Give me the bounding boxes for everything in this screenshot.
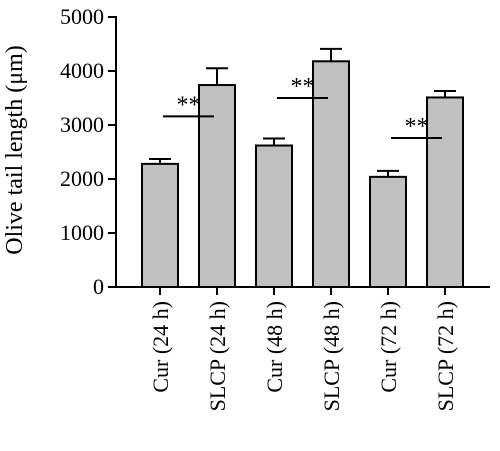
significance-label: ** [177,92,201,118]
bar [141,162,179,289]
bar [369,175,407,288]
y-tick-label: 1000 [60,220,104,245]
y-axis-title: Olive tail length (μm) [2,45,28,254]
plot-area: 0 1000 2000 3000 4000 5000 Cur (24 h) SLCP (24 … [60,4,490,411]
x-tick-label: Cur (72 h) [376,301,401,393]
bar [198,84,236,289]
significance-label: ** [405,114,429,140]
bar [426,96,464,288]
x-tick-label: SLCP (24 h) [205,301,230,411]
x-tick-label: Cur (24 h) [148,301,173,393]
y-tick-label: 2000 [60,166,104,191]
y-tick-label: 0 [93,274,104,299]
x-tick-label: SLCP (72 h) [433,301,458,411]
x-tick-label: SLCP (48 h) [319,301,344,411]
bar [255,144,293,288]
significance-label: ** [291,74,315,100]
y-tick-label: 5000 [60,4,104,29]
x-tick-label: Cur (48 h) [262,301,287,393]
bar [312,60,350,288]
y-tick-label: 3000 [60,112,104,137]
y-tick-label: 4000 [60,58,104,83]
